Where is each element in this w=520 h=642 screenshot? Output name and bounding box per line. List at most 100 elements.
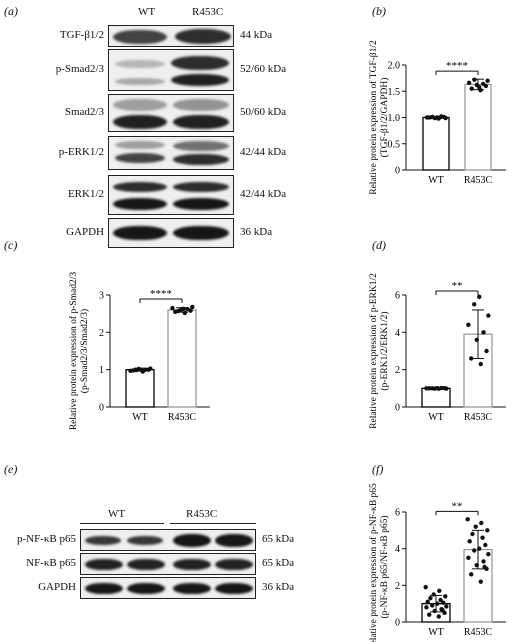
bar-r453c: [464, 83, 492, 171]
panel-d-letter: (d): [372, 238, 386, 252]
data-point: [480, 535, 485, 540]
data-point: [482, 564, 487, 570]
blot-a-protein-label: p-Smad2/3: [55, 63, 104, 75]
data-point: [472, 302, 477, 307]
data-point: [182, 310, 187, 316]
blot-band: [173, 154, 229, 165]
data-point: [479, 520, 484, 526]
bar-wt: [421, 387, 451, 408]
x-tick-label: R453C: [464, 175, 493, 186]
data-point: [481, 559, 486, 564]
x-tick-label: WT: [428, 175, 444, 186]
blot-a-protein-label: GAPDH: [66, 226, 104, 238]
y-axis-label: Relative protein expression of p-NF-κB p…: [368, 483, 379, 642]
blot-band: [85, 559, 123, 570]
blot-e-protein-label: GAPDH: [38, 581, 76, 593]
blot-a-kda-label: 42/44 kDa: [240, 146, 287, 158]
data-point: [478, 579, 483, 584]
panel-e-r453c-underline: [170, 523, 256, 524]
data-point: [430, 114, 435, 120]
data-point: [128, 368, 133, 373]
data-point: [480, 81, 486, 87]
data-point: [466, 322, 471, 328]
data-point: [473, 524, 478, 529]
data-point: [439, 385, 444, 391]
panel-e-group-r453c: R453C: [186, 508, 218, 520]
data-point: [443, 594, 448, 599]
data-point: [438, 114, 444, 119]
blot-a-row: [108, 94, 234, 132]
data-point: [477, 294, 482, 300]
panel-e-wt-underline: [80, 523, 164, 524]
y-axis-label: Relative protein expression of p-Smad2/3: [68, 272, 79, 431]
blot-e-kda-label: 65 kDa: [262, 557, 295, 569]
data-point: [466, 555, 471, 561]
y-tick-label: 0: [395, 618, 400, 629]
data-point: [472, 77, 477, 82]
data-point: [424, 605, 429, 610]
significance-stars: ****: [150, 288, 172, 300]
blot-a-row: [108, 25, 234, 47]
significance-stars: ****: [446, 60, 468, 72]
data-point: [444, 386, 449, 391]
blot-band: [173, 198, 229, 210]
blot-band: [215, 534, 253, 547]
data-point: [441, 600, 446, 605]
panel-a-group-r453c: R453C: [192, 6, 224, 18]
data-point: [465, 517, 470, 522]
data-point: [485, 78, 490, 83]
data-point: [425, 599, 430, 605]
y-tick-label: 2: [395, 581, 400, 592]
y-tick-label: 3: [99, 291, 104, 302]
data-point: [469, 86, 474, 91]
y-tick-label: 2: [99, 328, 104, 339]
blot-e-row: [80, 553, 256, 575]
y-axis-label-ratio: (p-ERK1/2/ERK1/2): [379, 311, 390, 390]
data-point: [435, 385, 440, 391]
x-tick-label: WT: [428, 627, 444, 638]
chart-c: 0 1 2 3 Relative protein expression of p-Sma…: [68, 272, 210, 431]
y-tick-label: 6: [395, 291, 400, 302]
blot-e-protein-label: NF-κB p65: [26, 557, 76, 569]
data-point: [474, 337, 479, 342]
data-point: [436, 614, 441, 619]
data-point: [134, 367, 139, 373]
blot-band: [173, 534, 211, 547]
data-point: [467, 539, 472, 544]
data-point: [476, 84, 482, 90]
significance-stars: **: [452, 500, 463, 512]
y-tick-label: 0: [395, 403, 400, 414]
blot-band: [113, 99, 167, 111]
blot-band: [115, 78, 165, 85]
blot-band: [171, 56, 229, 70]
data-point: [426, 612, 432, 617]
y-axis-label-ratio: (p-NF-κB p65/NF-κB p65): [379, 516, 390, 619]
blot-e-row: [80, 577, 256, 599]
blot-e-protein-label: p-NF-κB p65: [16, 533, 76, 545]
blot-a-protein-label: Smad2/3: [64, 106, 104, 118]
y-axis-label-ratio: (TGF-β1/2/GAPDH): [379, 78, 390, 158]
y-tick-label: 0.5: [388, 139, 401, 150]
blot-e-kda-label: 65 kDa: [262, 533, 295, 545]
data-point: [143, 367, 148, 372]
data-point: [139, 367, 144, 372]
data-point: [437, 588, 442, 594]
data-point: [432, 608, 437, 614]
data-point: [466, 80, 472, 86]
blot-band: [173, 115, 229, 129]
y-tick-label: 0: [99, 403, 104, 414]
bar-wt: [422, 116, 450, 171]
x-tick-label: R453C: [464, 627, 493, 638]
blot-band: [215, 559, 253, 570]
y-tick-label: 2.0: [388, 61, 401, 72]
y-tick-label: 1.5: [388, 87, 401, 98]
blot-band: [173, 99, 229, 111]
y-tick-label: 4: [395, 544, 400, 555]
significance-stars: **: [452, 280, 463, 292]
blot-a-protein-label: p-ERK1/2: [58, 146, 104, 158]
y-axis-label: Relative protein expression of TGF-β1/2: [368, 40, 379, 195]
blot-band: [171, 74, 229, 86]
panel-a-letter: (a): [4, 4, 18, 18]
blot-band: [215, 583, 253, 594]
blot-band: [113, 115, 167, 129]
